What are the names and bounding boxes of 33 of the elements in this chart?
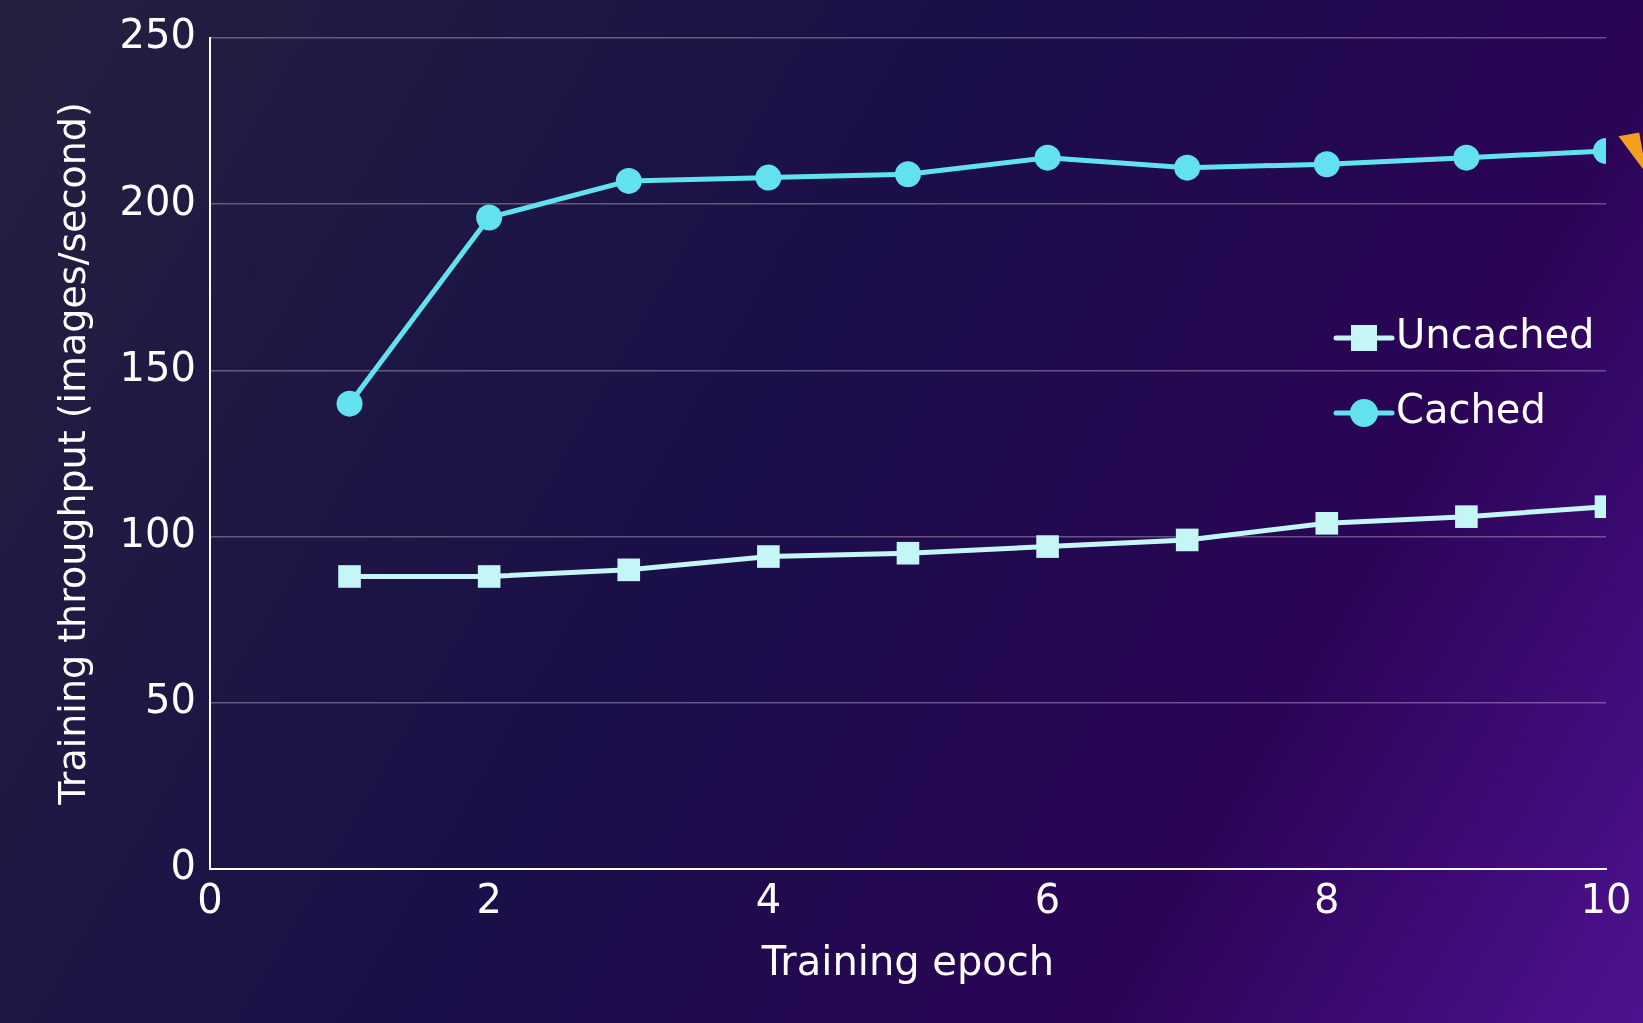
x-tick-label: 6 (1034, 876, 1061, 923)
y-tick-label: 0 (170, 842, 196, 889)
y-axis-title: Training throughput (images/second) (49, 102, 94, 806)
point (476, 204, 503, 231)
y-tick-label: 250 (119, 11, 196, 58)
point (477, 565, 501, 588)
legend-label: Cached (1396, 386, 1546, 433)
point (615, 167, 642, 194)
point (1175, 528, 1199, 552)
y-tick-label: 200 (119, 177, 196, 224)
x-tick-label: 8 (1314, 876, 1340, 923)
point (755, 164, 782, 191)
point (1455, 505, 1478, 528)
point (338, 565, 361, 588)
x-axis-title: Training epoch (760, 938, 1055, 985)
x-tick-label: 2 (476, 876, 502, 923)
point (336, 390, 363, 417)
y-tick-label: 50 (145, 676, 196, 723)
point (617, 558, 641, 582)
x-tick-label: 4 (755, 876, 782, 923)
point (1313, 151, 1340, 178)
point (894, 161, 921, 188)
point (1453, 144, 1480, 171)
point (896, 541, 920, 565)
y-tick-label: 150 (119, 343, 196, 390)
point (1315, 511, 1339, 535)
point (1174, 154, 1201, 181)
x-tick-label: 10 (1580, 876, 1632, 923)
y-tick-label: 100 (119, 509, 196, 556)
point (1034, 144, 1061, 171)
point (1036, 535, 1059, 558)
legend-label: Uncached (1396, 311, 1595, 358)
point (757, 545, 780, 568)
